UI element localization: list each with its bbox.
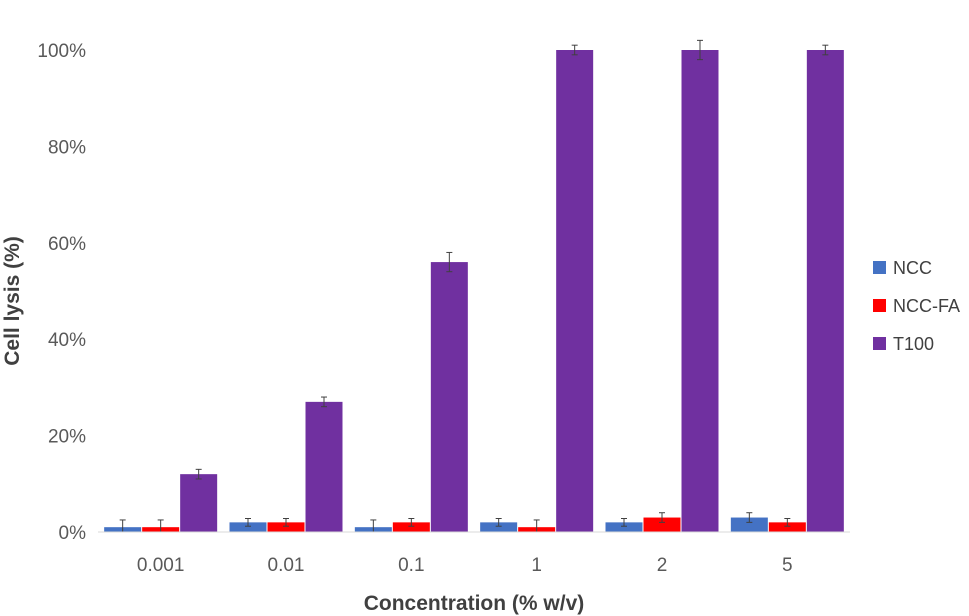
bar-ncc-5	[730, 517, 768, 532]
error-bar-t100-0.1	[446, 251, 453, 273]
error-bar-t100-2	[697, 39, 703, 61]
bar-ncc-fa-0.01	[267, 522, 305, 532]
y-tick-label: 80%	[48, 137, 86, 158]
bars-layer	[104, 50, 844, 532]
legend-item-ncc: NCC	[873, 258, 932, 278]
legend-item-ncc-fa: NCC-FA	[873, 296, 960, 316]
error-bar-ncc-fa-5	[784, 518, 791, 527]
legend-swatch	[873, 299, 886, 312]
error-bars-layer	[119, 39, 829, 533]
bar-ncc-0.01	[229, 522, 267, 532]
bar-t100-0.1	[430, 262, 468, 532]
y-axis-title: Cell lysis (%)	[1, 236, 24, 366]
error-bar-ncc-2	[621, 518, 627, 527]
error-bar-ncc-1	[495, 518, 502, 527]
error-bar-t100-5	[822, 44, 829, 56]
y-tick-label: 100%	[37, 41, 86, 62]
bar-t100-5	[806, 50, 844, 532]
bar-t100-0.01	[305, 401, 343, 532]
error-bar-ncc-fa-0.1	[408, 518, 415, 527]
error-bar-t100-0.01	[321, 396, 327, 408]
error-bar-ncc-0.01	[245, 518, 251, 527]
legend-label: T100	[893, 334, 934, 354]
error-bar-ncc-5	[746, 512, 753, 523]
x-tick-label: 0.01	[268, 555, 305, 576]
x-axis-title: Concentration (% w/v)	[364, 592, 585, 615]
error-bar-t100-0.001	[195, 468, 202, 480]
legend-label: NCC-FA	[893, 296, 960, 316]
x-tick-labels: 0.001 0.01 0.1 1 2 5	[137, 555, 793, 576]
legend-label: NCC	[893, 258, 932, 278]
x-tick-label: 0.1	[398, 555, 424, 576]
legend-swatch	[873, 337, 886, 350]
bar-t100-0.001	[180, 474, 218, 532]
bar-t100-2	[681, 50, 719, 532]
bar-ncc-1	[480, 522, 518, 532]
bar-ncc-fa-2	[643, 517, 681, 532]
bar-ncc-2	[605, 522, 643, 532]
y-tick-label: 40%	[48, 330, 86, 351]
y-tick-label: 20%	[48, 427, 86, 448]
legend-swatch	[873, 261, 886, 274]
x-tick-label: 5	[782, 555, 793, 576]
bar-ncc-fa-0.1	[392, 522, 430, 532]
x-tick-label: 2	[657, 555, 668, 576]
bar-t100-1	[556, 50, 594, 532]
y-tick-label: 60%	[48, 234, 86, 255]
x-tick-label: 0.001	[137, 555, 185, 576]
error-bar-ncc-fa-2	[659, 512, 665, 523]
error-bar-t100-1	[571, 44, 578, 56]
x-tick-label: 1	[531, 555, 542, 576]
error-bar-ncc-fa-0.01	[283, 518, 289, 527]
y-tick-labels: 0% 20% 40% 60% 80% 100%	[37, 41, 86, 544]
legend-item-t100: T100	[873, 334, 934, 354]
y-tick-label: 0%	[59, 523, 87, 544]
bar-ncc-fa-5	[768, 522, 806, 532]
legend: NCC NCC-FA T100	[873, 258, 960, 354]
